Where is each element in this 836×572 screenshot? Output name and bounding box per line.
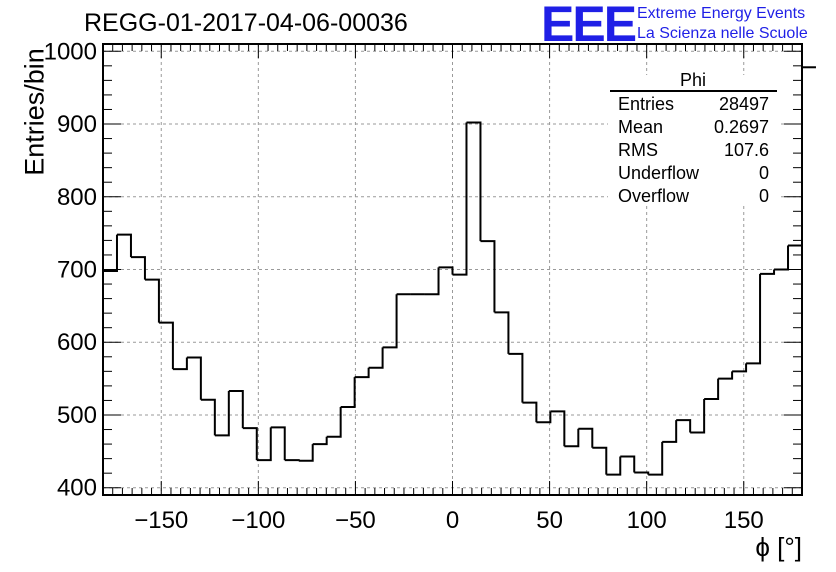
stats-label: RMS: [618, 140, 658, 160]
axis-ticks: [103, 44, 802, 495]
axis-tick-labels: −150 −100 −50 0 50 100 150 400 500 600 700 800 900 10…: [44, 38, 764, 534]
y-tick-label: 900: [57, 111, 97, 138]
histogram-bin: [606, 456, 622, 476]
x-axis-label: ϕ [°]: [755, 532, 802, 562]
histogram-bin: [578, 427, 594, 448]
histogram-bin: [620, 455, 636, 473]
histogram-bin: [200, 398, 216, 436]
histogram-bin: [774, 245, 790, 271]
histogram-bin: [536, 411, 552, 424]
stats-value: 0.2697: [714, 117, 769, 137]
histogram-bin: [354, 367, 370, 379]
histogram-bin: [508, 352, 524, 403]
histogram-bin: [438, 266, 454, 275]
histogram-bin: [158, 321, 174, 370]
histogram-bin: [732, 363, 748, 373]
y-tick-label: 1000: [44, 38, 97, 65]
histogram-bin: [340, 377, 356, 408]
histogram-bin: [116, 233, 132, 258]
histogram-bin: [788, 67, 803, 247]
histogram-bin: [718, 371, 734, 380]
histogram-bin: [480, 240, 496, 313]
x-tick-label: 0: [446, 507, 459, 534]
histogram-bin: [760, 269, 776, 275]
histogram-bin: [424, 267, 440, 296]
y-tick-label: 600: [57, 329, 97, 356]
eee-logo: EEE: [541, 0, 637, 52]
histogram-bin: [746, 273, 762, 365]
histogram-bin: [214, 390, 230, 437]
histogram-bin: [270, 426, 286, 461]
histogram-bin: [242, 427, 258, 461]
brand-line-1: Extreme Energy Events: [637, 5, 806, 22]
stats-label: Entries: [618, 94, 674, 114]
histogram-bin: [228, 389, 244, 429]
brand-line-2: La Scienza nelle Scuole: [637, 25, 808, 42]
stats-value: 107.6: [724, 140, 769, 160]
stats-label: Underflow: [618, 163, 700, 183]
y-tick-label: 700: [57, 257, 97, 284]
histogram-series: [102, 66, 816, 495]
histogram-bin: [676, 419, 692, 433]
histogram-bin: [186, 356, 202, 400]
x-tick-label: −150: [134, 507, 188, 534]
stats-title: Phi: [680, 70, 706, 90]
histogram-bin: [452, 122, 468, 276]
y-tick-label: 800: [57, 184, 97, 211]
stats-value: 28497: [719, 94, 769, 114]
histogram-bin: [634, 471, 650, 475]
histogram-bin: [690, 398, 706, 434]
stats-label: Mean: [618, 117, 663, 137]
histogram-bin: [550, 410, 566, 447]
histogram-bin: [130, 256, 146, 280]
x-tick-label: −100: [231, 507, 285, 534]
histogram-bin: [382, 294, 398, 349]
histogram-bin: [298, 444, 314, 462]
histogram-bin: [592, 446, 608, 475]
y-tick-label: 500: [57, 402, 97, 429]
histogram-bin: [326, 406, 342, 438]
x-tick-label: 150: [724, 507, 764, 534]
histogram-bin: [172, 357, 188, 371]
x-tick-label: −50: [335, 507, 376, 534]
histogram-bin: [564, 428, 580, 448]
stats-label: Overflow: [618, 186, 690, 206]
histogram-bin: [648, 441, 664, 476]
x-tick-label: 100: [627, 507, 667, 534]
x-tick-label: 50: [536, 507, 563, 534]
histogram-bin: [256, 427, 272, 462]
histogram-bin: [144, 278, 160, 323]
stats-value: 0: [759, 163, 769, 183]
histogram-bin: [662, 420, 678, 443]
histogram-bin: [368, 347, 384, 369]
histogram-bin: [102, 234, 118, 495]
histogram-bin: [466, 121, 482, 242]
stats-value: 0: [759, 186, 769, 206]
run-title: REGG-01-2017-04-06-00036: [84, 9, 408, 37]
stats-box-background: [608, 75, 778, 205]
histogram-bin: [522, 401, 538, 423]
y-tick-label: 400: [57, 475, 97, 502]
histogram-bin: [494, 311, 510, 354]
histogram-bin: [284, 459, 300, 462]
histogram-bin: [704, 378, 720, 400]
stats-box: Phi Entries 28497 Mean 0.2697 RMS 107.6 Underfl…: [608, 70, 778, 206]
histogram-bin: [312, 436, 328, 446]
